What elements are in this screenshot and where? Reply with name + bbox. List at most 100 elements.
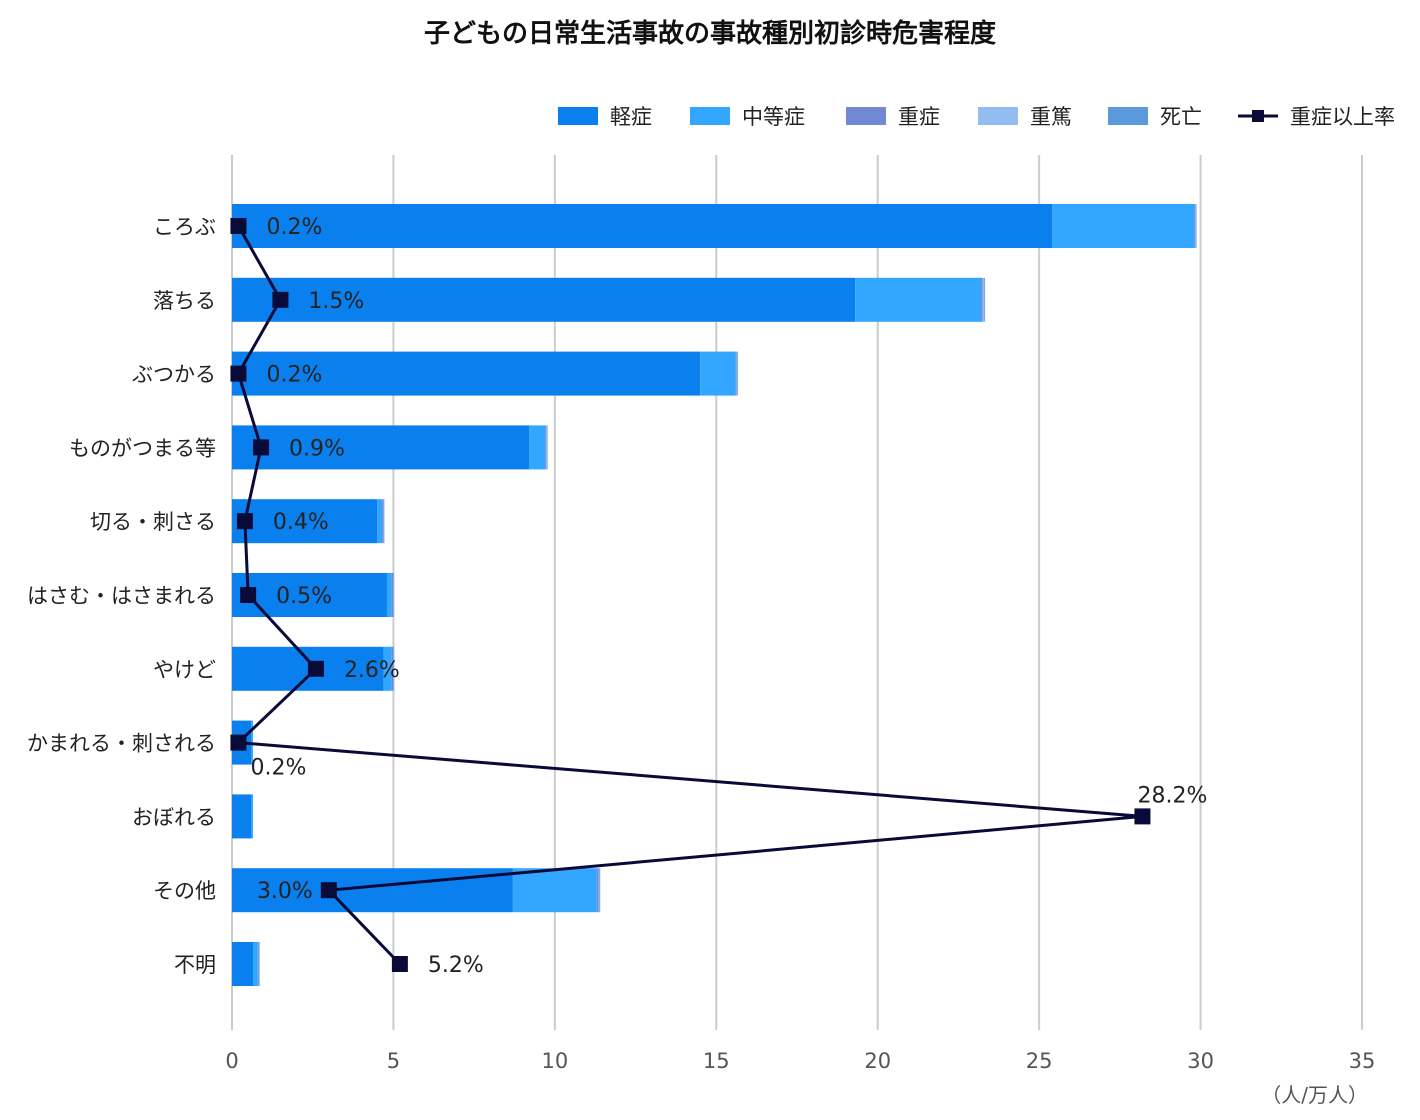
rate-data-label: 28.2% xyxy=(1138,783,1208,808)
bar-軽症 xyxy=(232,425,530,470)
category-label: ころぶ xyxy=(153,215,216,239)
category-label: その他 xyxy=(153,879,216,903)
bar-重篤 xyxy=(598,868,600,913)
bar-死亡 xyxy=(1195,204,1197,248)
bar-重篤 xyxy=(982,277,985,322)
x-tick-label-15: 15 xyxy=(703,1049,730,1073)
bar-死亡 xyxy=(984,277,986,322)
rate-marker xyxy=(320,882,337,899)
category-label: 不明 xyxy=(174,953,216,977)
x-tick-label-0: 0 xyxy=(225,1049,238,1073)
legend: 軽症 中等症 重症 重篤 死亡 重症以上率 xyxy=(558,105,1395,129)
bar-死亡 xyxy=(546,425,548,470)
bar-死亡 xyxy=(258,942,260,986)
x-tick-label-25: 25 xyxy=(1026,1049,1053,1073)
bar-軽症 xyxy=(232,499,378,544)
bar-重症 xyxy=(391,573,394,617)
legend-marker-swatch xyxy=(1252,110,1264,122)
bar-軽症 xyxy=(232,351,701,396)
bar-軽症 xyxy=(232,204,1053,248)
x-tick-label-10: 10 xyxy=(541,1049,568,1073)
legend-swatch-軽症 xyxy=(558,107,598,125)
rate-marker xyxy=(391,956,408,972)
bar-中等症 xyxy=(252,942,258,986)
bar-重症 xyxy=(382,499,384,544)
rate-marker xyxy=(307,660,324,677)
rate-marker xyxy=(236,513,253,530)
category-label: やけど xyxy=(153,658,216,682)
bar-重篤 xyxy=(393,573,395,617)
bar-重症 xyxy=(596,868,599,913)
rate-marker xyxy=(240,587,257,603)
chart-title: 子どもの日常生活事故の事故種別初診時危害程度 xyxy=(424,18,996,49)
rate-data-label: 0.5% xyxy=(276,584,332,609)
bar-重症 xyxy=(735,351,737,396)
legend-label: 重篤 xyxy=(1030,105,1072,129)
category-label: かまれる・刺される xyxy=(27,732,216,756)
bar-重篤 xyxy=(393,646,395,691)
rate-marker xyxy=(230,365,247,382)
legend-label: 死亡 xyxy=(1160,105,1202,129)
rate-marker xyxy=(1134,808,1151,825)
bar-死亡 xyxy=(736,351,738,396)
bar-中等症 xyxy=(386,573,392,617)
x-tick-labels: 0 5 10 15 20 25 30 35 xyxy=(225,1049,1375,1073)
bar-重症 xyxy=(981,277,983,322)
x-tick-label-30: 30 xyxy=(1187,1049,1214,1073)
bar-重篤 xyxy=(736,351,738,396)
unit-label: （人/万人） xyxy=(1261,1083,1368,1107)
bar-軽症 xyxy=(232,942,253,986)
category-label: ぶつかる xyxy=(132,363,216,387)
bar-重症 xyxy=(391,646,394,691)
rate-line: 0.2% 1.5% 0.2% 0.9% 0.4% 0.5% 2.6% 0.2% 28.2% 3.0… xyxy=(230,215,1207,978)
category-label: ものがつまる等 xyxy=(69,436,216,460)
bar-中等症 xyxy=(377,499,383,544)
bar-中等症 xyxy=(251,794,253,839)
bar-軽症 xyxy=(232,868,513,913)
legend-label: 軽症 xyxy=(610,105,652,129)
bar-中等症 xyxy=(529,425,546,470)
category-label: 切る・刺さる xyxy=(90,510,216,534)
bar-軽症 xyxy=(232,646,384,691)
rate-marker xyxy=(230,734,247,751)
rate-marker xyxy=(253,439,270,456)
legend-label: 重症 xyxy=(898,105,940,129)
rate-data-label: 2.6% xyxy=(344,658,400,683)
legend-swatch-重篤 xyxy=(978,107,1018,125)
bar-軽症 xyxy=(232,794,252,839)
legend-swatch-中等症 xyxy=(690,107,730,125)
category-label: 落ちる xyxy=(153,289,216,313)
category-label: おぼれる xyxy=(132,805,216,829)
bar-中等症 xyxy=(512,868,597,913)
rate-data-label: 0.2% xyxy=(266,215,322,240)
bar-中等症 xyxy=(383,646,392,691)
category-labels: ころぶ落ちるぶつかるものがつまる等切る・刺さるはさむ・はさまれるやけどかまれる・… xyxy=(27,215,216,977)
rate-data-label: 0.4% xyxy=(273,510,329,535)
rate-data-label: 0.2% xyxy=(266,363,322,388)
bar-中等症 xyxy=(855,277,982,322)
bar-死亡 xyxy=(599,868,601,913)
rate-data-label: 3.0% xyxy=(257,879,313,904)
x-tick-label-35: 35 xyxy=(1349,1049,1376,1073)
bar-重篤 xyxy=(383,499,385,544)
rate-data-label: 0.9% xyxy=(289,436,345,461)
bar-重篤 xyxy=(546,425,547,470)
legend-label: 中等症 xyxy=(742,105,805,129)
bar-中等症 xyxy=(1052,204,1195,248)
category-label: はさむ・はさまれる xyxy=(27,584,216,608)
bar-軽症 xyxy=(232,573,387,617)
rate-data-label: 0.2% xyxy=(250,756,306,781)
bar-重症 xyxy=(257,942,259,986)
rate-data-label: 1.5% xyxy=(308,289,364,314)
bar-中等症 xyxy=(700,351,736,396)
rate-marker xyxy=(272,291,289,308)
x-tick-label-5: 5 xyxy=(387,1049,400,1073)
bars xyxy=(232,204,1197,986)
rate-marker xyxy=(230,218,247,234)
legend-swatch-死亡 xyxy=(1108,107,1148,125)
bar-重症 xyxy=(545,425,547,470)
bar-重篤 xyxy=(1195,204,1196,248)
bar-軽症 xyxy=(232,277,856,322)
